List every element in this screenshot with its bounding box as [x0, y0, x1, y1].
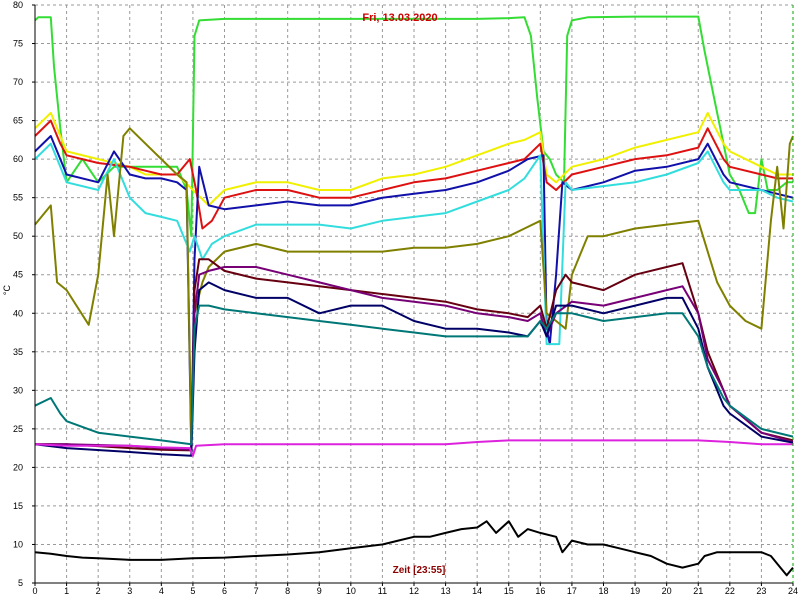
- series-lines: [34, 15, 794, 577]
- x-tick-label: 6: [222, 586, 227, 596]
- y-tick-label: 15: [13, 501, 23, 511]
- y-tick-label: 45: [13, 270, 23, 280]
- tick-labels: 0 1 2 3 4 5 6 7 8 9 10 11 12 13 14 15 16 17 18 19 20 21 22 23 24…: [13, 0, 798, 596]
- series-line-3: [34, 119, 793, 230]
- x-tick-label: 5: [190, 586, 195, 596]
- x-tick-label: 16: [535, 586, 545, 596]
- series-line-2: [34, 111, 793, 207]
- series-line-7: [35, 258, 794, 452]
- y-tick-label: 10: [13, 539, 23, 549]
- x-tick-label: 18: [598, 586, 608, 596]
- y-tick-label: 30: [13, 385, 23, 395]
- x-tick-label: 9: [317, 586, 322, 596]
- x-tick-label: 0: [32, 586, 37, 596]
- x-tick-label: 3: [127, 586, 132, 596]
- y-tick-label: 75: [13, 39, 23, 49]
- series-line-8: [35, 266, 794, 451]
- series-line-12: [34, 520, 794, 577]
- series-line-4: [34, 135, 794, 453]
- x-tick-label: 10: [346, 586, 356, 596]
- x-axis-label: Zeit [23:55]: [393, 565, 446, 576]
- x-tick-label: 8: [285, 586, 290, 596]
- series-line-11: [34, 439, 793, 457]
- x-tick-label: 20: [662, 586, 672, 596]
- y-tick-label: 25: [13, 424, 23, 434]
- grid: [35, 4, 794, 583]
- y-tick-label: 70: [13, 77, 23, 87]
- x-tick-label: 15: [504, 586, 514, 596]
- y-tick-label: 20: [13, 462, 23, 472]
- series-line-10: [34, 304, 794, 446]
- x-tick-label: 11: [378, 586, 387, 596]
- x-tick-label: 4: [159, 586, 164, 596]
- x-tick-label: 22: [725, 586, 735, 596]
- y-tick-label: 5: [18, 578, 23, 588]
- x-tick-label: 21: [693, 586, 703, 596]
- x-tick-label: 17: [567, 586, 577, 596]
- y-tick-label: 65: [13, 116, 23, 126]
- y-tick-label: 35: [13, 347, 23, 357]
- x-tick-label: 13: [441, 586, 451, 596]
- x-tick-label: 14: [472, 586, 482, 596]
- x-tick-label: 12: [409, 586, 419, 596]
- chart-title: Fri, 13.03.2020: [362, 12, 437, 24]
- series-line-9: [34, 281, 794, 457]
- y-tick-label: 80: [13, 0, 23, 10]
- y-tick-label: 50: [13, 231, 23, 241]
- x-tick-label: 1: [64, 586, 69, 596]
- series-line-5: [34, 142, 794, 346]
- y-tick-label: 60: [13, 154, 23, 164]
- x-tick-label: 24: [788, 586, 798, 596]
- x-tick-label: 7: [254, 586, 259, 596]
- x-tick-label: 19: [630, 586, 640, 596]
- y-tick-label: 40: [13, 308, 23, 318]
- x-tick-label: 2: [96, 586, 101, 596]
- series-line-6: [34, 127, 794, 446]
- series-line-1: [34, 15, 793, 238]
- y-tick-label: 55: [13, 193, 23, 203]
- y-axis-label: °C: [2, 284, 12, 295]
- x-tick-label: 23: [756, 586, 766, 596]
